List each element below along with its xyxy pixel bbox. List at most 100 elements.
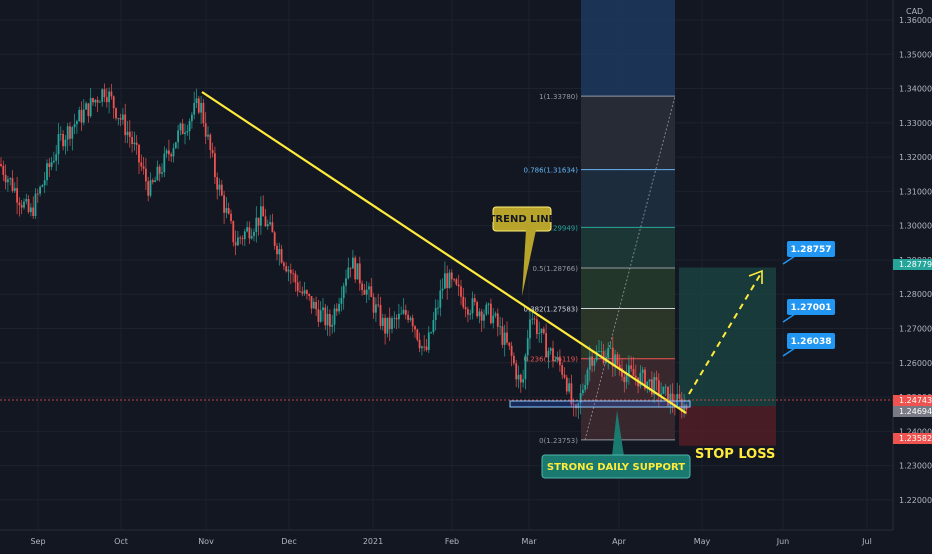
candle-body — [340, 298, 343, 304]
candle-body — [538, 333, 541, 334]
candle-body — [425, 346, 428, 351]
candle-body — [434, 307, 437, 321]
candle-body — [156, 166, 159, 181]
fibonacci-retracement[interactable]: 1(1.33780)0.786(1.31634)0.618(1.29949)0.… — [524, 0, 676, 445]
candle-body — [170, 154, 173, 157]
price-marker-box — [893, 259, 932, 270]
candle-body — [372, 296, 375, 313]
candle-body — [644, 369, 646, 389]
candle-body — [135, 142, 138, 145]
candle-body — [639, 372, 642, 387]
candle-body — [370, 286, 373, 297]
candle-body — [446, 273, 449, 289]
candle-body — [368, 286, 370, 290]
candle-body — [243, 231, 246, 240]
candle-body — [568, 383, 570, 392]
candle-body — [89, 98, 92, 117]
price-marker-box — [893, 406, 932, 417]
candle-body — [384, 317, 386, 334]
candle-body — [540, 328, 543, 334]
support-zone[interactable] — [509, 400, 691, 408]
candle-body — [379, 304, 382, 326]
candle-body — [133, 142, 136, 145]
fib-level-label: 0.786(1.31634) — [524, 167, 579, 175]
candle-body — [388, 317, 391, 330]
y-tick-label: 1.35000 — [899, 50, 932, 59]
candle-body — [266, 224, 269, 227]
candle-body — [92, 98, 94, 103]
candle-body — [402, 309, 405, 314]
candle-body — [662, 386, 665, 394]
candle-body — [188, 121, 191, 132]
candle-body — [34, 193, 37, 216]
long-position-tool[interactable] — [679, 267, 776, 446]
candle-body — [411, 317, 414, 327]
price-marker-label: 1.28779 — [899, 260, 932, 269]
target-label-box — [787, 241, 835, 257]
candle-body — [522, 379, 524, 383]
candle-body — [432, 320, 435, 333]
candle-body — [50, 162, 53, 167]
candle-body — [200, 102, 202, 113]
candle-body — [292, 273, 294, 275]
candle-body — [197, 98, 200, 113]
candle-body — [59, 133, 62, 135]
candle-body — [43, 180, 46, 186]
candle-body — [683, 404, 685, 412]
trend-line-callout[interactable]: TREND LINE — [489, 206, 556, 296]
loss-zone[interactable] — [679, 405, 776, 446]
support-callout[interactable]: STRONG DAILY SUPPORT — [541, 410, 691, 479]
candle-body — [421, 346, 423, 349]
trend-line-stroke[interactable] — [201, 91, 687, 414]
candle-body — [632, 368, 635, 376]
candle-body — [352, 257, 354, 269]
candle-body — [377, 304, 380, 306]
candle-body — [494, 313, 497, 316]
candle-body — [94, 99, 97, 103]
target-label-box — [787, 333, 835, 349]
candle-body — [119, 118, 122, 120]
x-tick-label: Jul — [861, 537, 872, 546]
candle-body — [478, 311, 481, 317]
candle-body — [276, 245, 278, 255]
candle-body — [193, 103, 196, 115]
candle-body — [32, 207, 35, 216]
candle-body — [680, 398, 683, 412]
candle-body — [365, 289, 368, 295]
time-axis[interactable]: Sep Oct Nov Dec 2021 Feb Mar Apr May Jun Jul — [0, 529, 932, 550]
candlesticks — [0, 83, 688, 419]
target-labels[interactable]: 1.28757 1.27001 1.26038 — [782, 241, 835, 357]
candle-body — [105, 97, 108, 103]
support-rectangle[interactable] — [509, 400, 691, 408]
candle-body — [598, 351, 600, 353]
y-tick-label: 1.30000 — [899, 222, 932, 231]
candle-body — [248, 227, 251, 239]
candle-body — [628, 365, 630, 375]
fib-zone — [581, 96, 675, 170]
price-marker-box — [893, 395, 932, 406]
candle-body — [586, 369, 589, 385]
candle-body — [657, 380, 660, 396]
target-pointer — [782, 313, 796, 323]
y-tick-label: 1.31000 — [899, 187, 932, 196]
profit-zone[interactable] — [679, 267, 776, 406]
candle-body — [439, 290, 442, 308]
candle-body — [335, 308, 338, 312]
candle-body — [147, 181, 150, 196]
projection-arrow[interactable] — [688, 269, 763, 395]
candle-body — [563, 374, 566, 378]
candle-body — [85, 103, 87, 110]
candle-body — [13, 188, 16, 191]
candle-body — [216, 177, 219, 190]
candle-body — [646, 381, 649, 389]
candle-body — [582, 389, 584, 394]
candle-body — [485, 304, 488, 315]
candle-body — [145, 168, 147, 182]
candle-body — [515, 363, 518, 380]
candle-body — [225, 208, 228, 213]
candle-body — [177, 130, 179, 143]
candle-body — [207, 134, 209, 137]
trend-line[interactable] — [201, 91, 687, 414]
